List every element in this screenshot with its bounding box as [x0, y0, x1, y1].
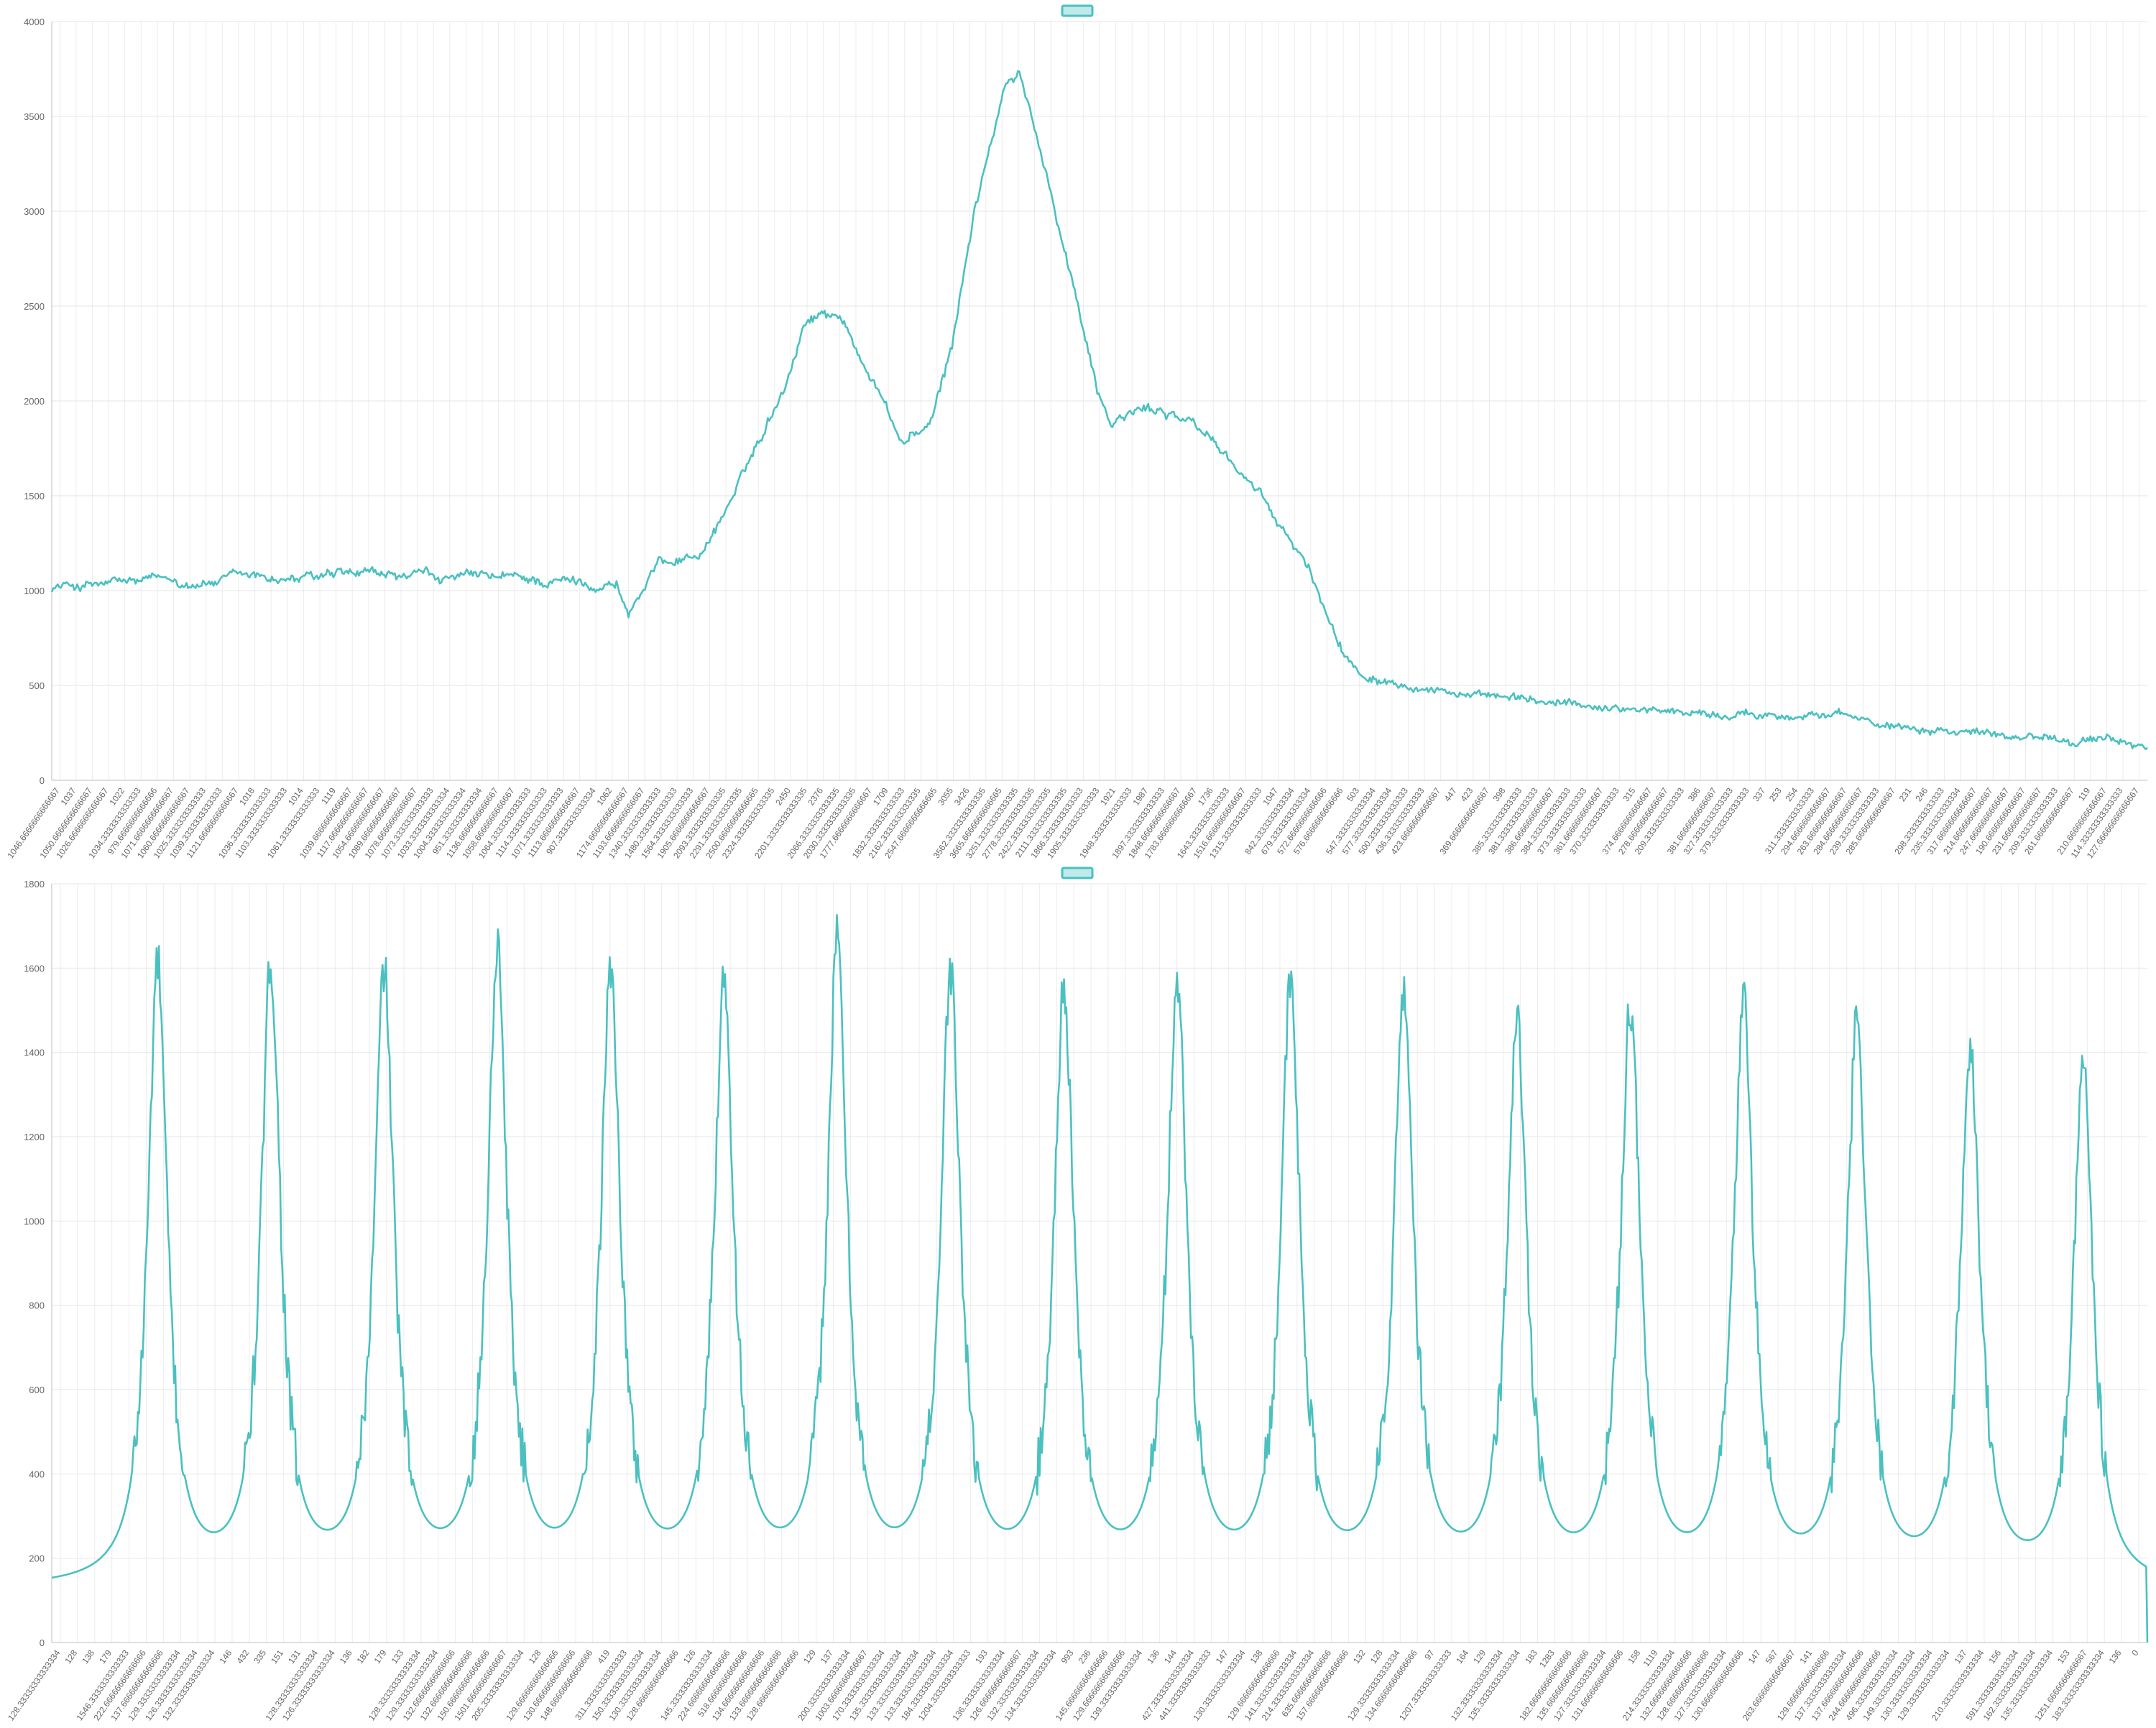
bottom-legend-swatch[interactable] — [1061, 867, 1094, 879]
bottom-x-tick-label: 151 — [269, 1648, 285, 1665]
bottom-x-tick-label: 158 — [1626, 1648, 1642, 1665]
bottom-x-tick-label: 128 — [1368, 1648, 1385, 1665]
top-y-tick-label: 3000 — [24, 206, 45, 217]
top-y-tick-label: 2000 — [24, 396, 45, 407]
bottom-x-tick-label: 146 — [217, 1648, 234, 1665]
bottom-y-tick-label: 400 — [29, 1469, 45, 1479]
bottom-x-tick-label: 128 — [63, 1648, 79, 1665]
bottom-x-tick-label: 97 — [1422, 1648, 1436, 1661]
top-y-tick-label: 500 — [29, 680, 45, 691]
bottom-x-tick-label: 164 — [1454, 1648, 1470, 1665]
bottom-y-tick-label: 600 — [29, 1385, 45, 1395]
bottom-y-tick-label: 1000 — [24, 1216, 45, 1226]
bottom-x-tick-label: 147 — [1214, 1648, 1230, 1665]
line-chart-bottom: 0 200 400 600 800 1000 1200 1400 1600 1800 128.333… — [6, 867, 2149, 1722]
bottom-x-tick-label: 128 — [527, 1648, 543, 1665]
bottom-x-tick-label: 993 — [1059, 1648, 1076, 1665]
bottom-x-tick-label: 183 — [1523, 1648, 1539, 1665]
bottom-x-tick-label: 141 — [1797, 1648, 1814, 1665]
bottom-y-tick-label: 0 — [40, 1637, 45, 1648]
top-y-tick-label: 1000 — [24, 586, 45, 596]
bottom-y-tick-label: 200 — [29, 1553, 45, 1564]
bottom-x-tick-label: 567 — [1764, 1648, 1780, 1665]
bottom-y-tick-label: 1600 — [24, 963, 45, 974]
bottom-x-tick-label: 137 — [1953, 1648, 1969, 1665]
bottom-x-tick-label: 136 — [2107, 1648, 2124, 1665]
bottom-y-tick-label: 800 — [29, 1300, 45, 1311]
bottom-x-tick-label: 419 — [595, 1648, 612, 1665]
bottom-x-tick-label: 126 — [681, 1648, 698, 1665]
bottom-x-tick-label: 179 — [97, 1648, 114, 1665]
bottom-x-tick-label: 131 — [286, 1648, 303, 1665]
bottom-x-tick-label: 138 — [1248, 1648, 1265, 1665]
bottom-x-tick-label: 156 — [1986, 1648, 2003, 1665]
bottom-x-tick-label: 137 — [819, 1648, 835, 1665]
top-x-tick-label: 3055 — [936, 785, 955, 807]
top-y-tick-label: 2500 — [24, 301, 45, 312]
line-chart-top: 050010001500200025003000350040001046.666… — [5, 4, 2148, 860]
bottom-x-tick-label: 129 — [801, 1648, 818, 1665]
bottom-x-tick-label: 432 — [234, 1648, 251, 1665]
bottom-x-tick-label: 153 — [2055, 1648, 2072, 1665]
bottom-x-tick-label: 193 — [973, 1648, 990, 1665]
top-x-tick-label: 253 — [1767, 785, 1784, 803]
bottom-grid — [52, 883, 2147, 1643]
bottom-x-tick-label: 129 — [1471, 1648, 1488, 1665]
bottom-x-tick-label: 147 — [1746, 1648, 1763, 1665]
bottom-x-tick-label: 136 — [1145, 1648, 1161, 1665]
bottom-series-line[interactable] — [51, 914, 2149, 1643]
chart-bottom: 0 200 400 600 800 1000 1200 1400 1600 1800 128.333… — [0, 862, 2156, 1724]
bottom-y-tick-label: 1400 — [24, 1048, 45, 1058]
top-x-tick-label: 337 — [1751, 785, 1767, 803]
bottom-x-tick-label: 0 — [2129, 1648, 2140, 1658]
bottom-x-tick-label: 133 — [389, 1648, 405, 1665]
bottom-x-tick-label: 335 — [252, 1648, 268, 1665]
top-x-tick-label: 231 — [1897, 785, 1914, 803]
top-y-tick-label: 3500 — [24, 111, 45, 122]
top-y-tick-label: 4000 — [24, 17, 45, 27]
bottom-y-tick-label: 1200 — [24, 1132, 45, 1142]
bottom-x-tick-label: 179 — [372, 1648, 389, 1665]
bottom-x-tick-label: 128.33333333333334 — [6, 1648, 63, 1722]
top-series-line[interactable] — [50, 70, 2148, 751]
bottom-x-tick-label: 132 — [1351, 1648, 1368, 1665]
bottom-y-tick-label: 1800 — [24, 879, 45, 890]
top-y-tick-label: 0 — [40, 775, 45, 786]
bottom-x-tick-label: 136 — [338, 1648, 354, 1665]
bottom-x-tick-label: 182 — [355, 1648, 372, 1665]
chart-top: 0 500 1000 1500 2000 2500 3000 3500 4000 1046.666… — [0, 0, 2156, 862]
top-legend-swatch[interactable] — [1061, 4, 1094, 17]
bottom-x-tick-label: 144 — [1162, 1648, 1179, 1665]
top-y-tick-label: 1500 — [24, 491, 45, 502]
top-x-tick-label: 447 — [1442, 785, 1459, 803]
top-grid — [52, 21, 2147, 781]
bottom-x-tick-label: 138 — [80, 1648, 96, 1665]
bottom-x-tick-label: 236 — [1077, 1648, 1093, 1665]
